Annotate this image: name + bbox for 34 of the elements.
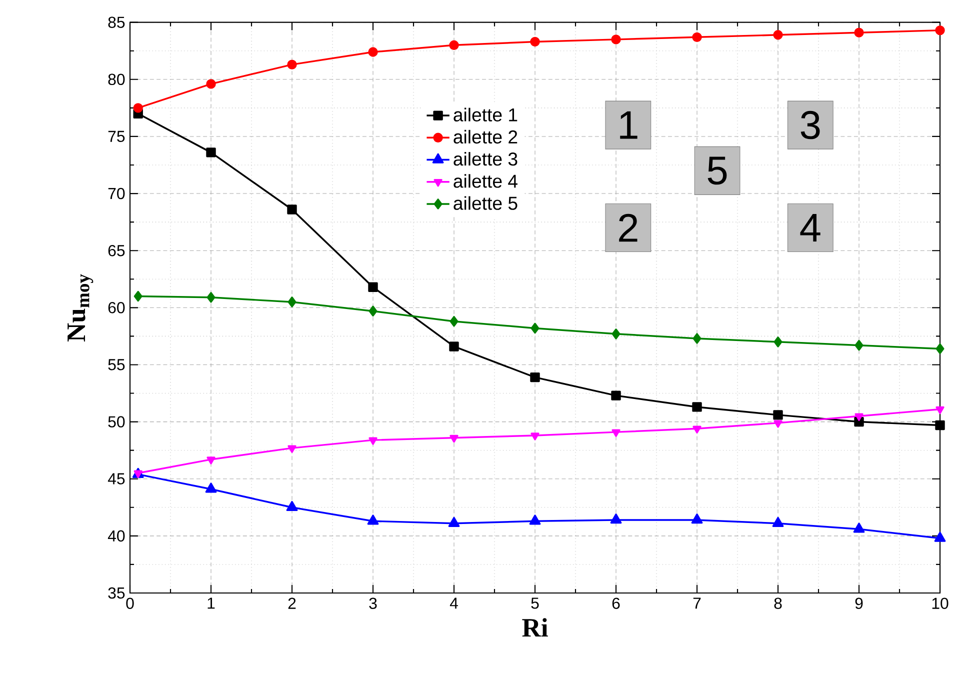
y-tick-label: 85 (108, 16, 125, 28)
legend-label: ailette 2 (454, 130, 518, 144)
y-tick-label: 65 (108, 244, 125, 256)
annotation: 5 (708, 156, 727, 185)
x-tick-label: 10 (932, 598, 948, 609)
x-tick-label: 2 (288, 598, 296, 609)
legend-label: ailette 5 (454, 196, 518, 210)
x-tick-label: 7 (693, 598, 701, 609)
legend-label: ailette 4 (454, 174, 518, 188)
x-tick-label: 5 (531, 598, 539, 609)
y-tick-label: 70 (108, 188, 125, 200)
y-tick-label: 55 (108, 359, 125, 370)
x-tick-label: 9 (855, 598, 863, 609)
y-tick-label: 80 (108, 74, 125, 86)
x-axis-title: Ri (522, 618, 548, 637)
x-tick-label: 0 (126, 598, 134, 609)
annotation: 4 (800, 214, 820, 242)
x-tick-label: 1 (208, 598, 215, 609)
x-tick-label: 4 (450, 598, 458, 609)
x-tick-label: 3 (369, 598, 377, 609)
annotation: 1 (620, 111, 638, 139)
x-tick-label: 6 (612, 598, 620, 609)
x-tick-label: 8 (774, 598, 782, 609)
y-tick-label: 45 (108, 473, 125, 484)
legend-label: ailette 1 (454, 108, 518, 122)
y-tick-label: 35 (108, 587, 125, 599)
annotation: 2 (619, 214, 638, 242)
annotation: 3 (800, 110, 820, 140)
y-tick-label: 60 (108, 302, 125, 314)
legend-label: ailette 3 (454, 152, 518, 166)
y-tick-label: 40 (108, 530, 125, 542)
y-tick-label: 75 (108, 130, 125, 142)
y-tick-label: 50 (108, 416, 125, 428)
text: Nu$_{moy}$ (68, 274, 94, 342)
